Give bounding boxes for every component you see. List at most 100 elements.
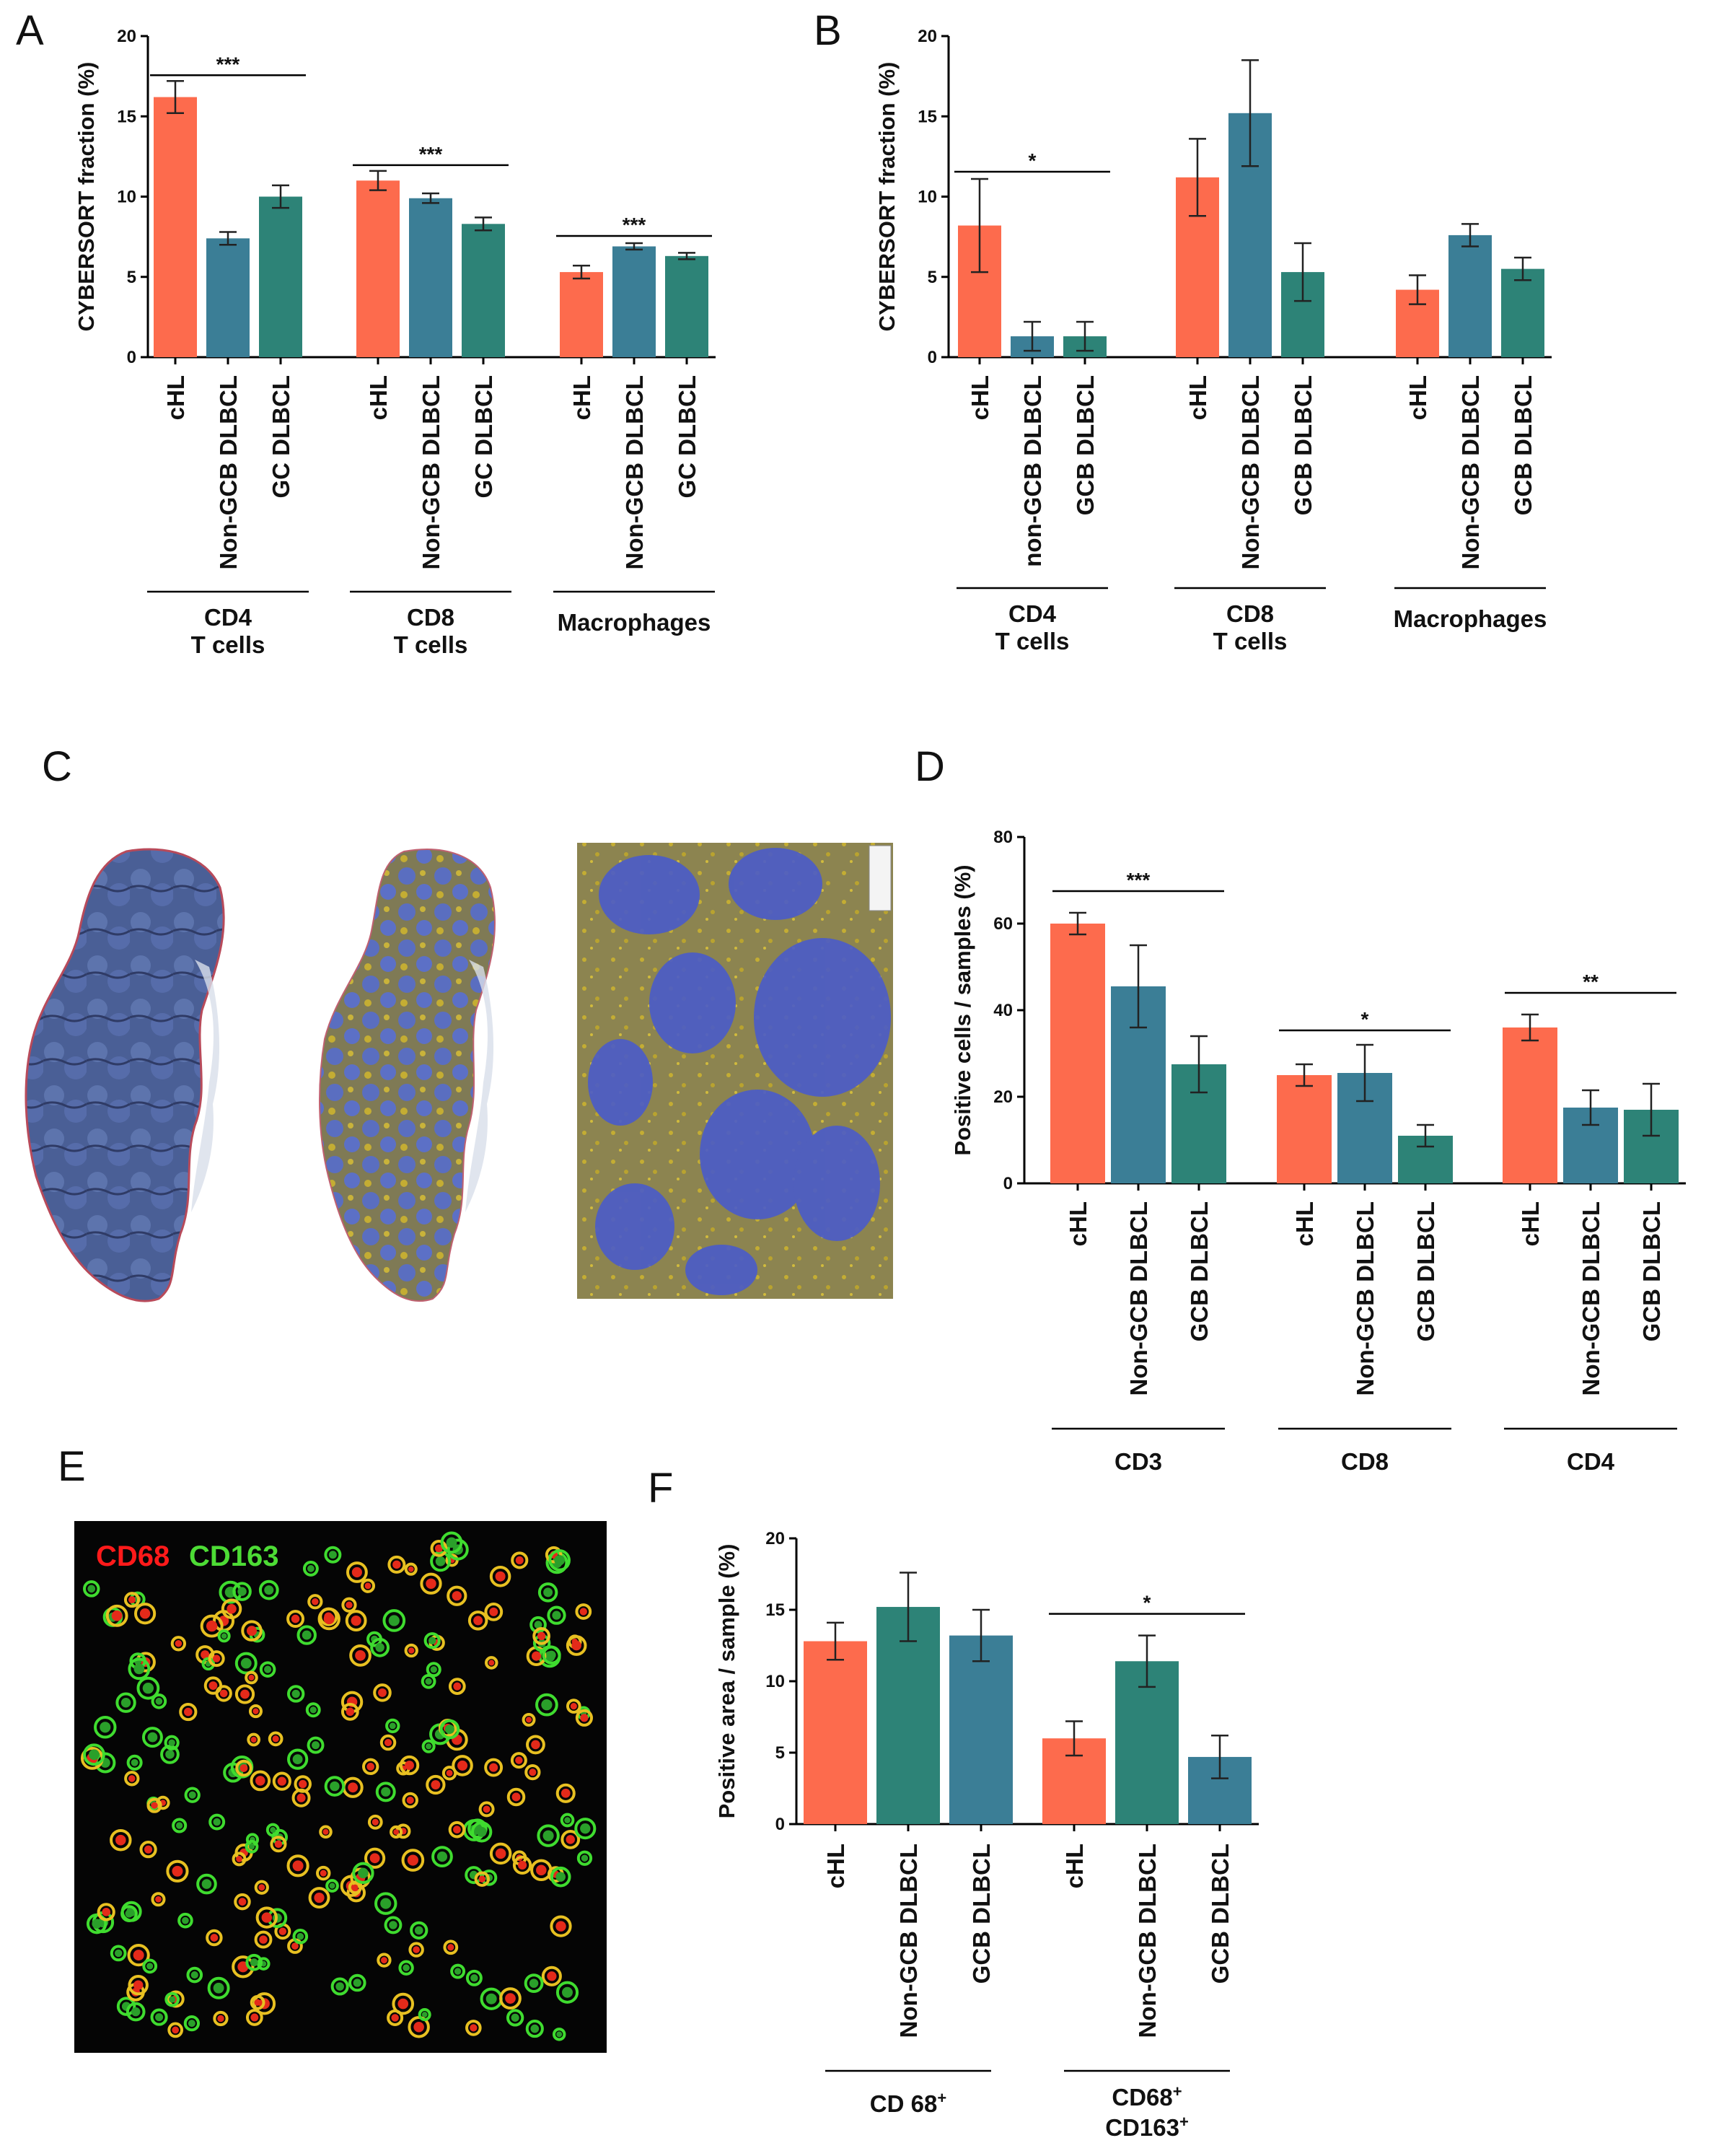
cell-membrane bbox=[404, 1643, 418, 1658]
cell-membrane bbox=[535, 1693, 558, 1717]
cell-core bbox=[111, 1610, 123, 1621]
cell-membrane bbox=[160, 1744, 180, 1764]
cell-core bbox=[329, 1883, 335, 1889]
cell-membrane bbox=[512, 1855, 532, 1875]
cell-core bbox=[277, 1776, 286, 1786]
cell-membrane bbox=[259, 1661, 276, 1678]
cell-core bbox=[291, 1614, 300, 1623]
bar bbox=[356, 180, 400, 357]
category-label: Non-GCB DLBCL bbox=[1578, 1201, 1604, 1395]
cell-core bbox=[272, 1735, 279, 1743]
cell-core bbox=[169, 1996, 176, 2003]
cell-core bbox=[144, 1845, 153, 1854]
cell-membrane bbox=[245, 2009, 263, 2026]
cell-core bbox=[155, 2013, 164, 2022]
cell-membrane bbox=[250, 1770, 271, 1792]
cell-core bbox=[515, 1756, 523, 1764]
bar bbox=[876, 1607, 940, 1824]
cell-core bbox=[172, 2026, 180, 2034]
cell-membrane bbox=[421, 1673, 436, 1689]
cell-core bbox=[217, 2015, 224, 2023]
chart-panel-d: 0 20 40 60 80 Positive cells / samples (%) cHL… bbox=[950, 828, 1686, 1475]
cell-membrane bbox=[177, 1912, 193, 1929]
y-axis-label: Positive area / sample (%) bbox=[714, 1544, 739, 1819]
cell-membrane bbox=[377, 1953, 392, 1968]
cell-membrane bbox=[367, 1814, 383, 1830]
bar bbox=[665, 255, 708, 357]
cell-membrane bbox=[448, 1820, 466, 1839]
cell-core bbox=[543, 1587, 553, 1598]
cell-membrane bbox=[541, 1966, 562, 1986]
cell-core bbox=[378, 1688, 387, 1697]
cell-core bbox=[457, 1760, 468, 1771]
y-tick-label: 5 bbox=[127, 268, 136, 287]
cell-membrane bbox=[126, 1754, 143, 1771]
cell-core bbox=[248, 1844, 255, 1850]
cell-core bbox=[261, 1912, 273, 1923]
cell-membrane bbox=[426, 1774, 446, 1795]
cell-membrane bbox=[555, 1783, 576, 1803]
cell-core bbox=[330, 1781, 340, 1792]
cell-core bbox=[515, 1556, 524, 1564]
cell-membrane bbox=[136, 1676, 160, 1700]
cell-core bbox=[408, 1647, 415, 1654]
cell-core bbox=[292, 1860, 304, 1872]
cell-membrane bbox=[545, 1546, 563, 1564]
cell-core bbox=[405, 1761, 414, 1771]
group-label-superscript: + bbox=[1179, 2113, 1189, 2131]
cell-core bbox=[425, 1678, 432, 1685]
cell-core bbox=[369, 1853, 380, 1864]
cell-core bbox=[352, 1884, 359, 1890]
cell-core bbox=[309, 1706, 317, 1714]
y-tick-label: 20 bbox=[117, 27, 136, 46]
cell-core bbox=[221, 1633, 227, 1639]
cell-core bbox=[547, 1650, 556, 1660]
category-label: Non-GCB DLBCL bbox=[215, 375, 242, 569]
cell-core bbox=[529, 1978, 539, 1988]
category-label: cHL bbox=[822, 1844, 849, 1888]
cell-membrane bbox=[525, 2020, 544, 2038]
cell-core bbox=[446, 1769, 453, 1776]
chart-panel-a: 0 5 10 15 20 CYBERSORT fraction (%) cHL Non-GCB… bbox=[74, 27, 716, 658]
y-tick-label: 0 bbox=[127, 348, 136, 367]
cell-membrane bbox=[387, 1555, 406, 1574]
cell-core bbox=[291, 1942, 299, 1950]
cell-core bbox=[388, 1615, 400, 1626]
cell-membrane bbox=[387, 2009, 404, 2026]
cell-core bbox=[453, 1682, 462, 1691]
cell-membrane bbox=[255, 1906, 278, 1929]
cell-membrane bbox=[511, 1551, 529, 1569]
cell-core bbox=[391, 2014, 399, 2022]
cell-core bbox=[453, 1826, 461, 1834]
cell-core bbox=[335, 1982, 344, 1991]
cell-membrane bbox=[105, 1604, 128, 1627]
cell-membrane bbox=[115, 1692, 136, 1713]
cell-core bbox=[470, 2024, 478, 2032]
cell-core bbox=[407, 1854, 418, 1866]
cell-membrane bbox=[110, 1945, 127, 1962]
cell-membrane bbox=[248, 1704, 263, 1719]
cell-membrane bbox=[465, 2020, 482, 2036]
cell-core bbox=[264, 1665, 272, 1673]
cell-core bbox=[541, 1699, 553, 1711]
cell-core bbox=[488, 1660, 495, 1666]
cell-core bbox=[259, 1935, 268, 1944]
cell-core bbox=[188, 2020, 195, 2028]
cell-core bbox=[351, 1566, 362, 1578]
cell-core bbox=[447, 1944, 454, 1951]
cell-membrane bbox=[128, 1657, 151, 1680]
cell-membrane bbox=[124, 1771, 140, 1787]
y-tick-label: 10 bbox=[117, 188, 136, 207]
group-label: CD8 bbox=[1341, 1448, 1389, 1475]
cell-membrane bbox=[465, 1969, 483, 1986]
y-tick-label: 0 bbox=[928, 348, 937, 367]
cell-membrane bbox=[126, 2002, 146, 2022]
cell-core bbox=[556, 2031, 563, 2038]
category-label: cHL bbox=[1061, 1844, 1088, 1888]
cell-membrane bbox=[215, 1685, 232, 1702]
cell-core bbox=[505, 1993, 516, 2004]
cell-membrane bbox=[370, 1637, 390, 1657]
category-label: GCB DLBCL bbox=[968, 1844, 995, 1984]
cell-membrane bbox=[196, 1873, 217, 1895]
